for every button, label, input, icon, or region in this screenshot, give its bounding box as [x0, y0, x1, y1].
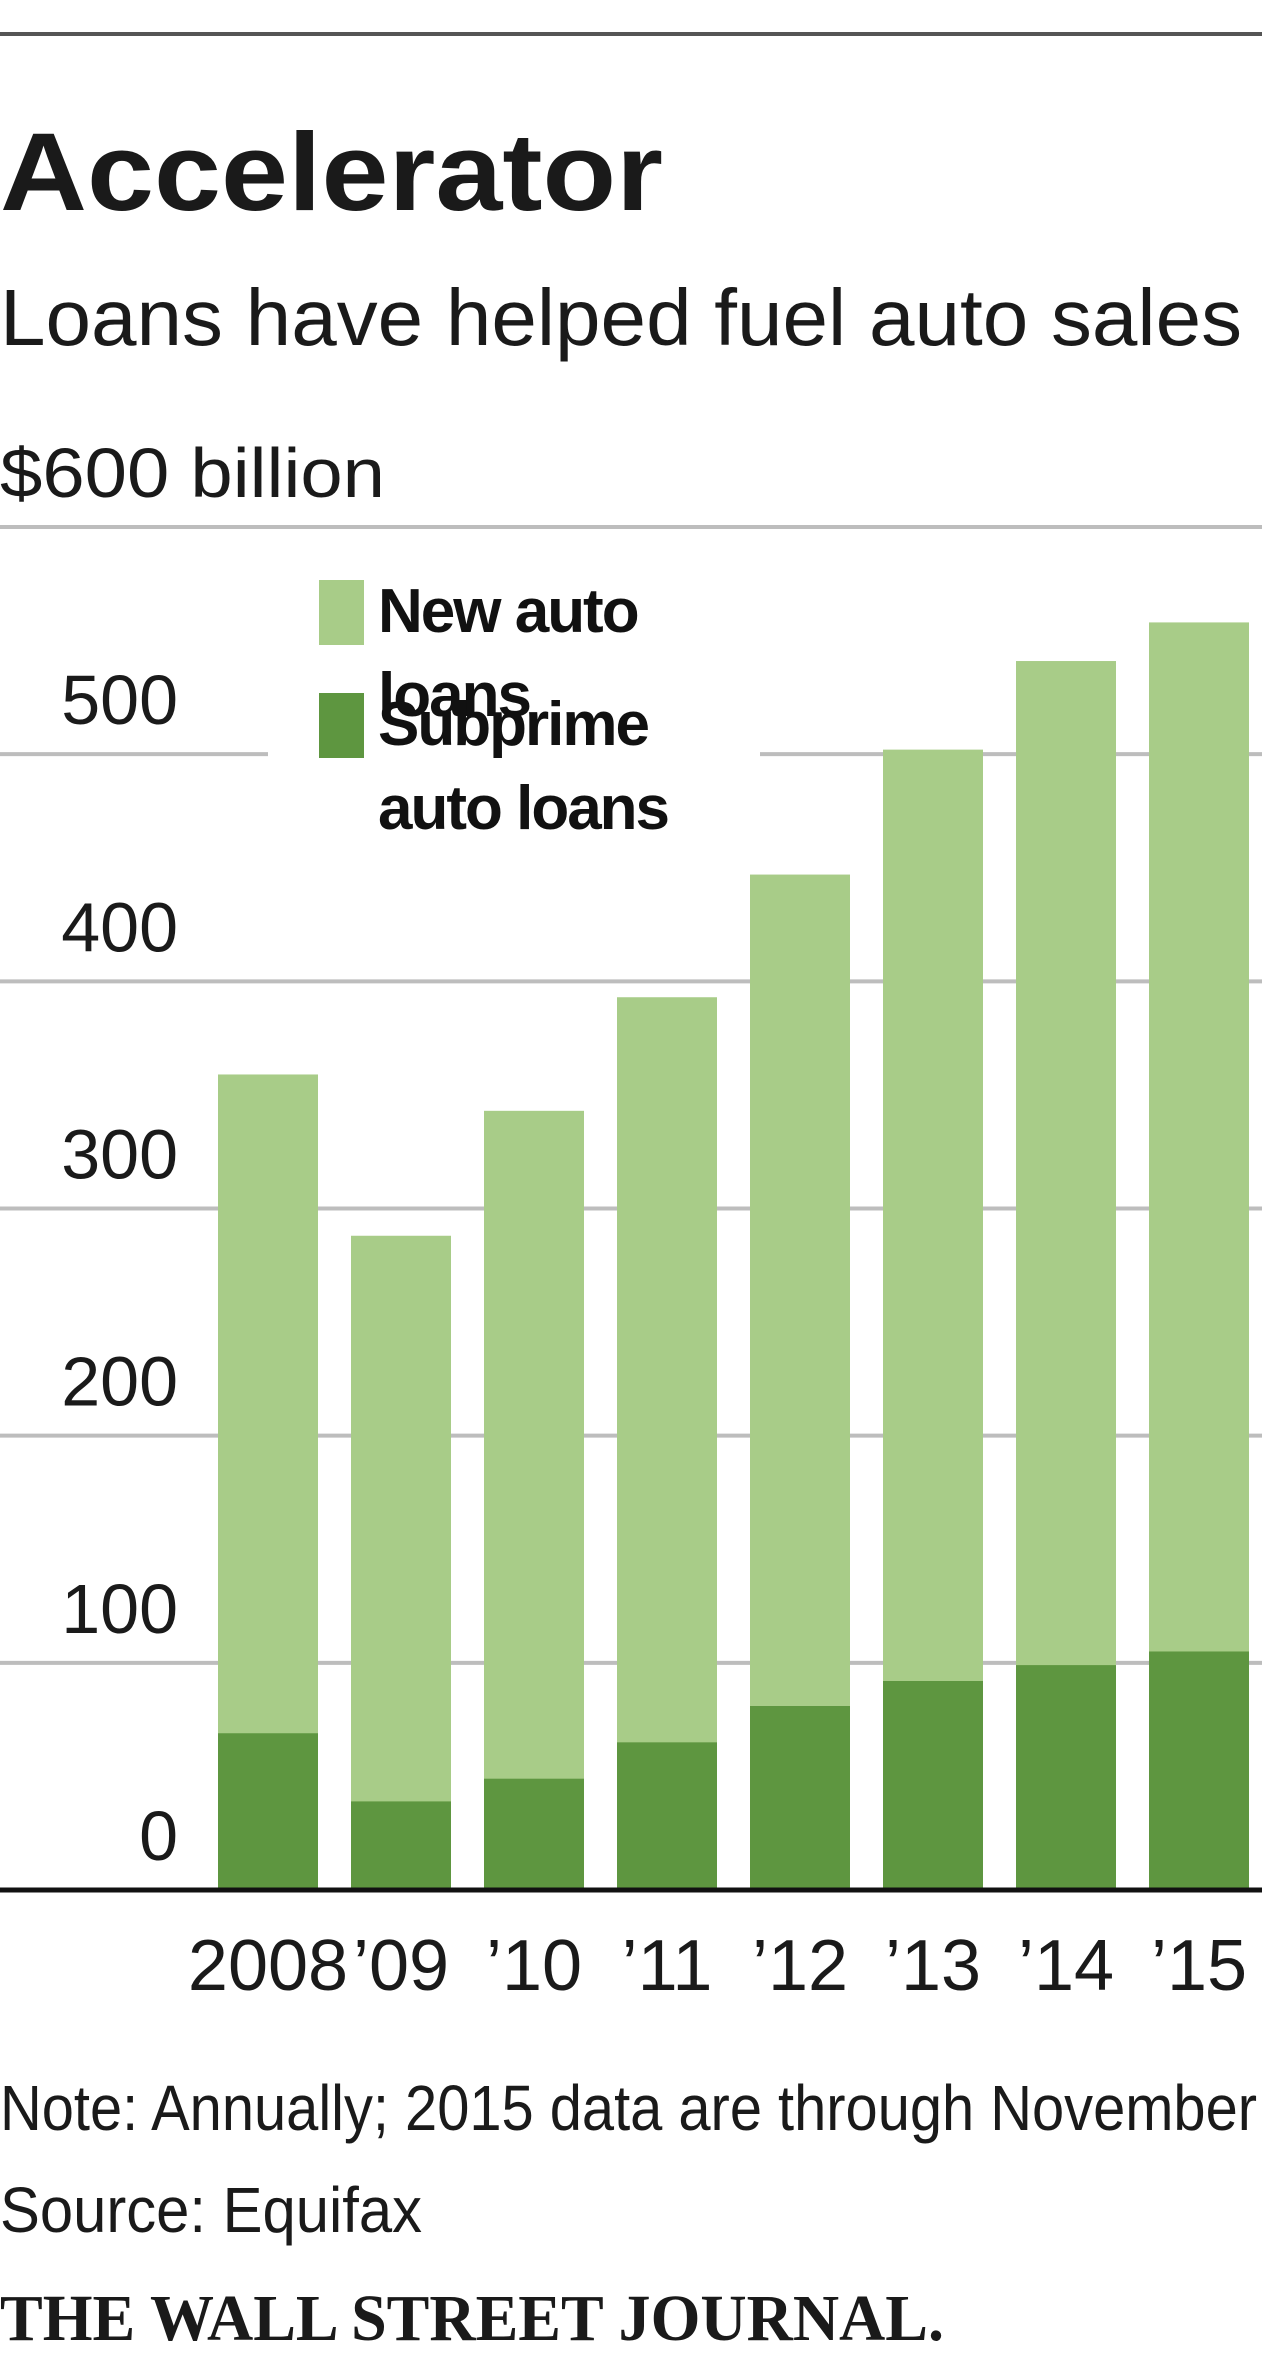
x-tick-label: ’15: [1151, 1926, 1247, 2006]
y-tick-label: 300: [61, 1116, 178, 1194]
bar: [750, 1705, 850, 1890]
bar: [218, 1733, 318, 1890]
source: Source: Equifax: [0, 2174, 422, 2246]
x-tick-label: ’13: [885, 1926, 981, 2006]
x-tick-label: ’14: [1018, 1926, 1114, 2006]
y-tick-label: 500: [61, 661, 178, 739]
bar: [351, 1801, 451, 1890]
legend-label: New auto loans: [378, 577, 640, 730]
y-tick-label: 0: [139, 1797, 178, 1875]
bar: [883, 1681, 983, 1890]
legend-swatch: [319, 693, 364, 758]
x-tick-label: ’09: [353, 1926, 449, 2006]
bar: [617, 997, 717, 1890]
legend-swatch: [319, 580, 364, 645]
bar: [617, 1742, 717, 1890]
bar: [484, 1110, 584, 1890]
note: Note: Annually; 2015 data are through No…: [0, 2072, 1257, 2144]
x-tick-label: ’12: [752, 1926, 848, 2006]
x-tick-label: ’10: [486, 1926, 582, 2006]
x-tick-label: 2008: [188, 1926, 348, 2006]
chart-title: Accelerator: [0, 111, 663, 234]
bar: [484, 1778, 584, 1890]
y-tick-label: 100: [61, 1570, 178, 1648]
y-tick-label: 400: [61, 888, 178, 966]
bar: [1016, 1665, 1116, 1890]
publisher: THE WALL STREET JOURNAL.: [0, 2282, 944, 2355]
chart-subtitle: Loans have helped fuel auto sales: [0, 273, 1242, 362]
x-tick-label: ’11: [622, 1926, 713, 2006]
bars: [218, 622, 1249, 1891]
y-tick-label: 200: [61, 1343, 178, 1421]
legend-label: Subprime auto loans: [378, 690, 670, 843]
y-tick-label: $600 billion: [0, 434, 385, 512]
bar: [1149, 1651, 1249, 1890]
bar: [351, 1235, 451, 1890]
